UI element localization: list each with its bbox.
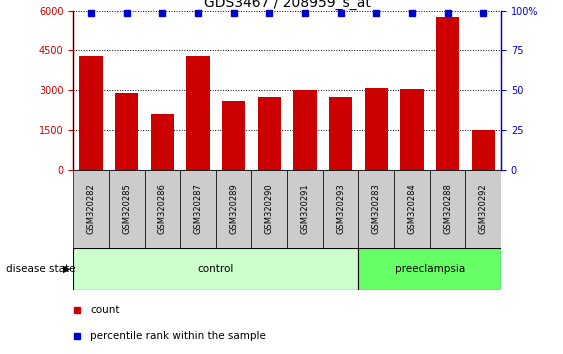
Bar [109,170,145,248]
Text: GSM320284: GSM320284 [408,183,417,234]
Text: GSM320283: GSM320283 [372,183,381,234]
Bar [430,170,466,248]
Bar [252,170,287,248]
Bar [145,170,180,248]
Text: GSM320288: GSM320288 [443,183,452,234]
Bar [329,97,352,170]
Text: GSM320291: GSM320291 [301,183,310,234]
Text: control: control [198,264,234,274]
Text: GSM320282: GSM320282 [87,183,96,234]
Text: GSM320292: GSM320292 [479,183,488,234]
Text: count: count [90,305,120,315]
Bar [216,170,252,248]
Text: GSM320290: GSM320290 [265,183,274,234]
Bar [258,97,281,170]
Bar [222,101,245,170]
Text: GSM320286: GSM320286 [158,183,167,234]
Bar [466,170,501,248]
Bar [73,248,359,290]
Bar [73,170,109,248]
Bar [359,248,501,290]
Bar [293,90,316,170]
Bar [180,170,216,248]
Bar [287,170,323,248]
Bar [79,56,102,170]
Text: GSM320285: GSM320285 [122,183,131,234]
Bar [472,130,495,170]
Bar [365,88,388,170]
Text: disease state: disease state [6,264,75,274]
Title: GDS3467 / 208959_s_at: GDS3467 / 208959_s_at [204,0,370,10]
Text: ▶: ▶ [63,264,70,274]
Bar [400,89,423,170]
Bar [323,170,359,248]
Bar [186,56,209,170]
Bar [436,17,459,170]
Text: preeclampsia: preeclampsia [395,264,465,274]
Bar [359,170,394,248]
Text: GSM320289: GSM320289 [229,183,238,234]
Bar [394,170,430,248]
Bar [151,114,174,170]
Text: percentile rank within the sample: percentile rank within the sample [90,331,266,341]
Text: GSM320287: GSM320287 [194,183,203,234]
Bar [115,93,138,170]
Text: GSM320293: GSM320293 [336,183,345,234]
